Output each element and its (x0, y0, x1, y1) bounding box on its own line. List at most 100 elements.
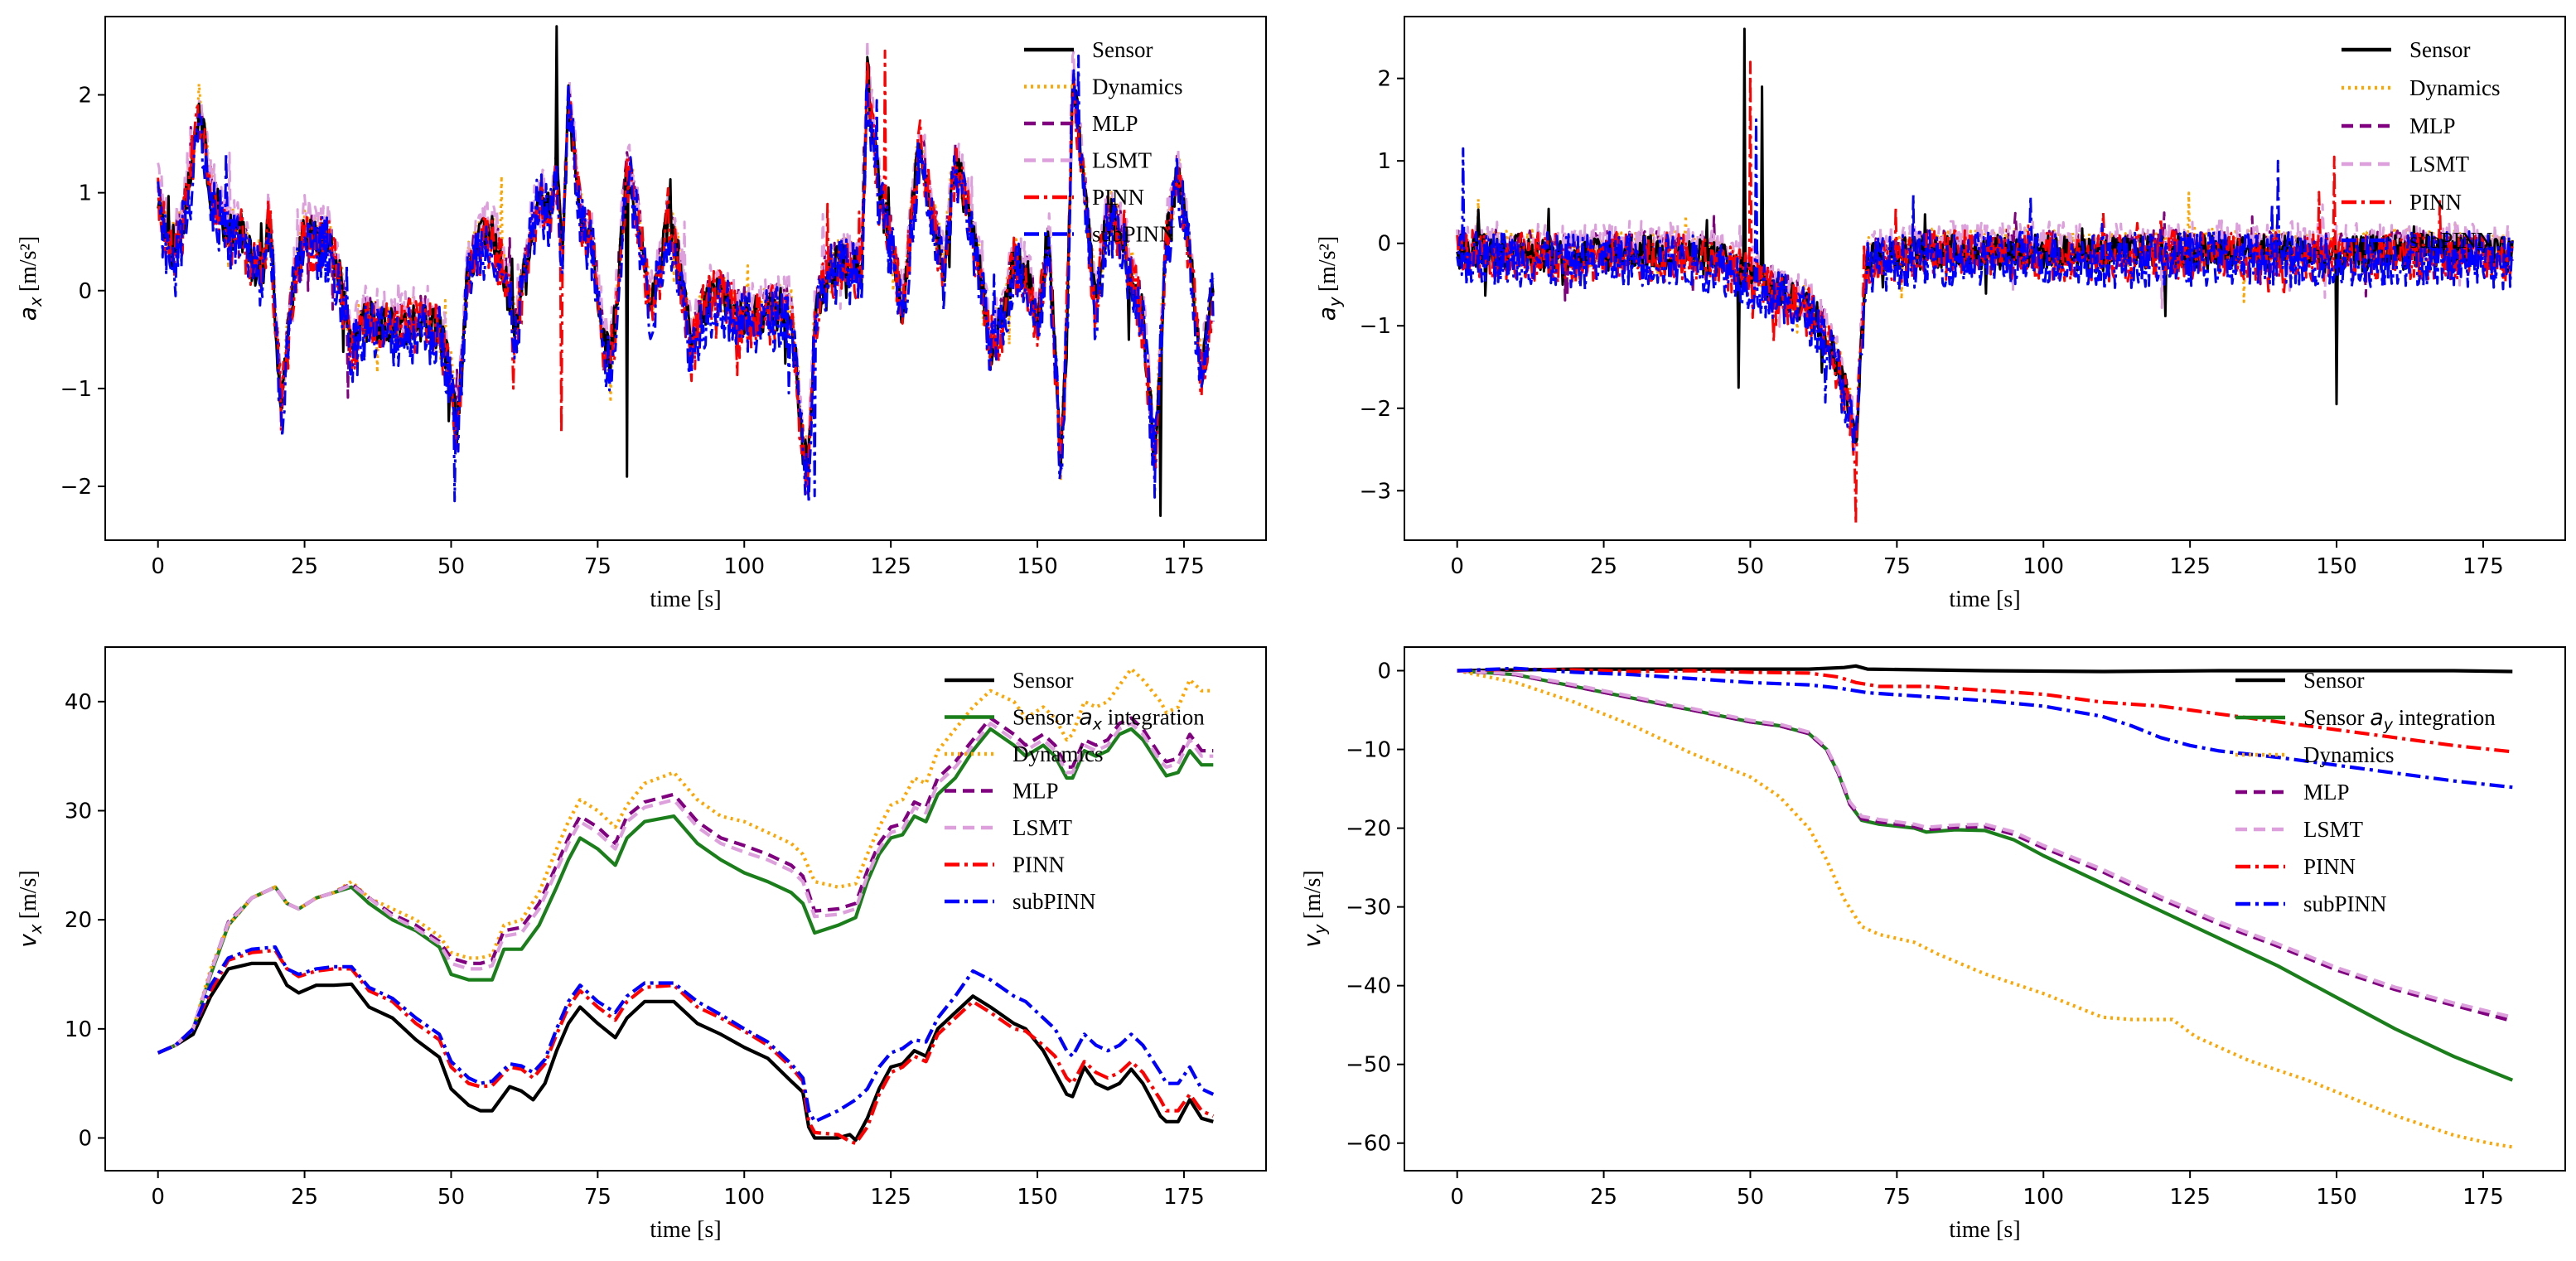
y-axis-unit: [m/s²] (16, 236, 41, 292)
x-tick-label: 50 (1737, 554, 1764, 579)
legend-label-mlp: MLP (1013, 779, 1059, 804)
y-tick-label: 10 (65, 1017, 92, 1042)
x-tick-label: 100 (2023, 554, 2064, 579)
y-tick-label: −40 (1346, 974, 1391, 999)
y-tick-label: −1 (60, 377, 92, 402)
series-lsmt (1456, 203, 2514, 454)
legend-label-dynamics: Dynamics (1013, 742, 1103, 766)
legend-label-sensor: Sensor (2409, 37, 2471, 62)
y-axis-label: ax [m/s²] (14, 236, 46, 321)
x-tick-label: 175 (2462, 554, 2504, 579)
y-axis-symbol: v (1298, 934, 1326, 948)
legend-label-lsmt: LSMT (1092, 148, 1153, 173)
series-lsmt (1457, 669, 2513, 1019)
legend-label-lsmt: LSMT (2303, 817, 2364, 842)
series-sensor (157, 961, 1214, 1143)
legend-label-subpinn: subPINN (2409, 228, 2493, 253)
axes-frame (104, 16, 1267, 541)
y-axis-symbol: v (14, 934, 41, 948)
legend-label-mlp: MLP (2303, 780, 2350, 804)
legend-label-pinn: PINN (2303, 854, 2356, 879)
legend-label-subpinn: subPINN (2303, 891, 2387, 916)
legend-label-mlp: MLP (1092, 111, 1138, 136)
y-axis-label: ay [m/s²] (1313, 236, 1345, 321)
legend-label-subpinn: subPINN (1092, 222, 1176, 247)
series-mlp (157, 716, 1214, 1055)
panel-vx: 0 25 50 75 100 125 150 175 0 10 20 30 40 time [s] vx [m… (14, 646, 1267, 1243)
legend-label-dynamics: Dynamics (2303, 742, 2394, 767)
y-tick-label: −60 (1346, 1132, 1391, 1157)
x-tick-label: 0 (1450, 1185, 1464, 1210)
legend-label-pinn: PINN (2409, 190, 2462, 215)
x-tick-label: 175 (1163, 1185, 1205, 1210)
y-tick-label: −30 (1346, 896, 1391, 920)
y-tick-label: 0 (1377, 232, 1391, 257)
x-tick-label: 0 (1450, 554, 1464, 579)
x-tick-label: 0 (151, 1185, 165, 1210)
plot-area (157, 667, 1215, 1146)
panel-ax: 0 25 50 75 100 125 150 175 −2 −1 0 1 2 time [s] ax [m/s… (14, 16, 1267, 612)
plot-area (1457, 664, 2514, 1149)
x-tick-label: 125 (2169, 1185, 2211, 1210)
y-tick-label: 0 (78, 1127, 92, 1152)
x-tick-label: 100 (2023, 1185, 2064, 1210)
y-axis-unit: [m/s²] (1315, 236, 1341, 292)
y-tick-label: 0 (1377, 659, 1391, 684)
y-axis-subscript: x (26, 297, 46, 307)
legend-label-dynamics: Dynamics (2409, 75, 2500, 100)
series-sensor-ax-integration (157, 727, 1214, 1055)
x-tick-label: 75 (584, 1185, 611, 1210)
y-tick-label: 1 (78, 181, 92, 206)
series-subpinn (157, 54, 1215, 505)
y-axis-subscript: y (1310, 923, 1330, 935)
legend-label-mlp: MLP (2409, 114, 2456, 138)
y-tick-label: 2 (1377, 67, 1391, 92)
series-subpinn (1457, 666, 2513, 790)
panel-ay: 0 25 50 75 100 125 150 175 −3 −2 −1 0 1 2 time [s] ay [m… (1313, 16, 2566, 612)
legend-label-pinn: PINN (1013, 853, 1065, 877)
legend: Sensor Sensor ay integration Dynamics MLP LS… (2235, 668, 2496, 916)
series-subpinn (1456, 118, 2514, 452)
legend-label-sensor: Sensor (1013, 668, 1074, 693)
legend-label-sensor-a-integration: Sensor ay integration (2303, 705, 2496, 734)
y-tick-label: 0 (78, 279, 92, 304)
axes-frame (1404, 646, 2566, 1172)
x-axis-label: time [s] (650, 1217, 721, 1243)
legend-label-sensor-a-integration: Sensor ax integration (1013, 705, 1205, 734)
y-tick-label: −20 (1346, 817, 1391, 842)
x-tick-label: 125 (870, 554, 911, 579)
plot-area (1456, 27, 2514, 525)
y-tick-label: −1 (1360, 314, 1391, 339)
x-tick-label: 25 (291, 1185, 318, 1210)
x-axis-label: time [s] (650, 587, 721, 612)
y-axis-label: vy [m/s] (1298, 870, 1330, 948)
legend: Sensor Sensor ax integration Dynamics MLP LS… (945, 668, 1205, 914)
x-tick-label: 150 (2316, 1185, 2357, 1210)
x-tick-label: 175 (1163, 554, 1205, 579)
y-tick-label: 30 (65, 800, 92, 824)
plot-area (157, 25, 1215, 517)
series-pinn (157, 948, 1215, 1146)
series-pinn (1457, 667, 2513, 754)
series-pinn (157, 49, 1215, 495)
legend-label-sensor: Sensor (1092, 37, 1153, 62)
y-axis-subscript: y (1325, 296, 1345, 307)
legend: Sensor Dynamics MLP LSMT PINN subPINN (2342, 37, 2500, 253)
y-tick-label: 2 (78, 84, 92, 109)
y-axis-symbol: a (14, 307, 41, 321)
x-tick-label: 150 (1017, 554, 1058, 579)
axes-frame (1404, 16, 2566, 541)
legend: Sensor Dynamics MLP LSMT PINN subPINN (1024, 37, 1182, 247)
x-tick-label: 0 (151, 554, 165, 579)
x-tick-label: 50 (437, 554, 465, 579)
x-axis-label: time [s] (1949, 587, 2020, 612)
y-tick-label: −50 (1346, 1053, 1391, 1078)
y-tick-label: 1 (1377, 149, 1391, 174)
x-tick-label: 125 (2169, 554, 2211, 579)
y-tick-label: −2 (1360, 397, 1391, 422)
x-tick-label: 75 (584, 554, 611, 579)
y-tick-label: −2 (60, 475, 92, 500)
x-axis-label: time [s] (1949, 1217, 2020, 1243)
legend-label-subpinn: subPINN (1013, 889, 1096, 914)
